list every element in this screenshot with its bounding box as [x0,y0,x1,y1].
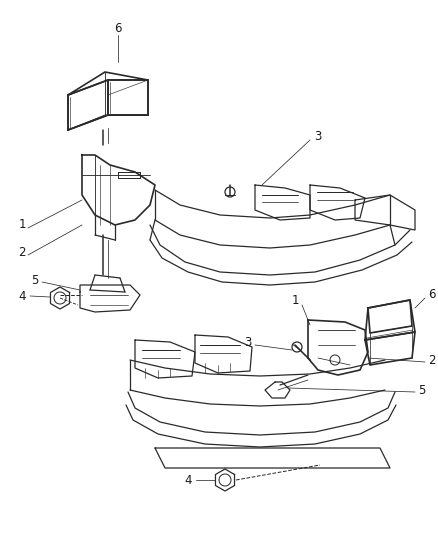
Text: 6: 6 [114,21,122,35]
Text: 2: 2 [428,353,436,367]
Text: 3: 3 [244,335,252,349]
Text: 4: 4 [184,473,192,487]
Text: 3: 3 [314,130,321,142]
Text: 5: 5 [31,273,39,287]
Text: 5: 5 [418,384,426,397]
Text: 1: 1 [18,219,26,231]
Text: 6: 6 [428,287,436,301]
Text: 2: 2 [18,246,26,259]
Text: 1: 1 [291,294,299,306]
Text: 4: 4 [18,289,26,303]
